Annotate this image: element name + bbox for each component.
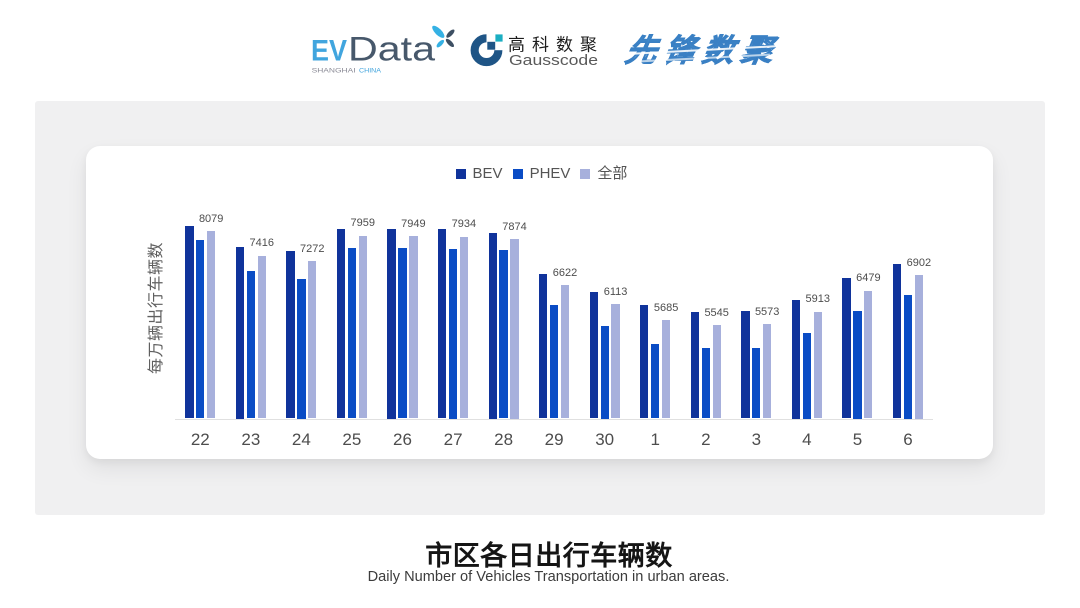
svg-text:CHINA: CHINA: [359, 69, 381, 75]
svg-text:Gausscode: Gausscode: [509, 52, 598, 69]
svg-text:Data: Data: [348, 31, 435, 69]
svg-text:高科数聚: 高科数聚: [508, 36, 604, 55]
svg-text:EV: EV: [311, 35, 347, 68]
svg-text:SHANGHAI: SHANGHAI: [312, 69, 356, 75]
